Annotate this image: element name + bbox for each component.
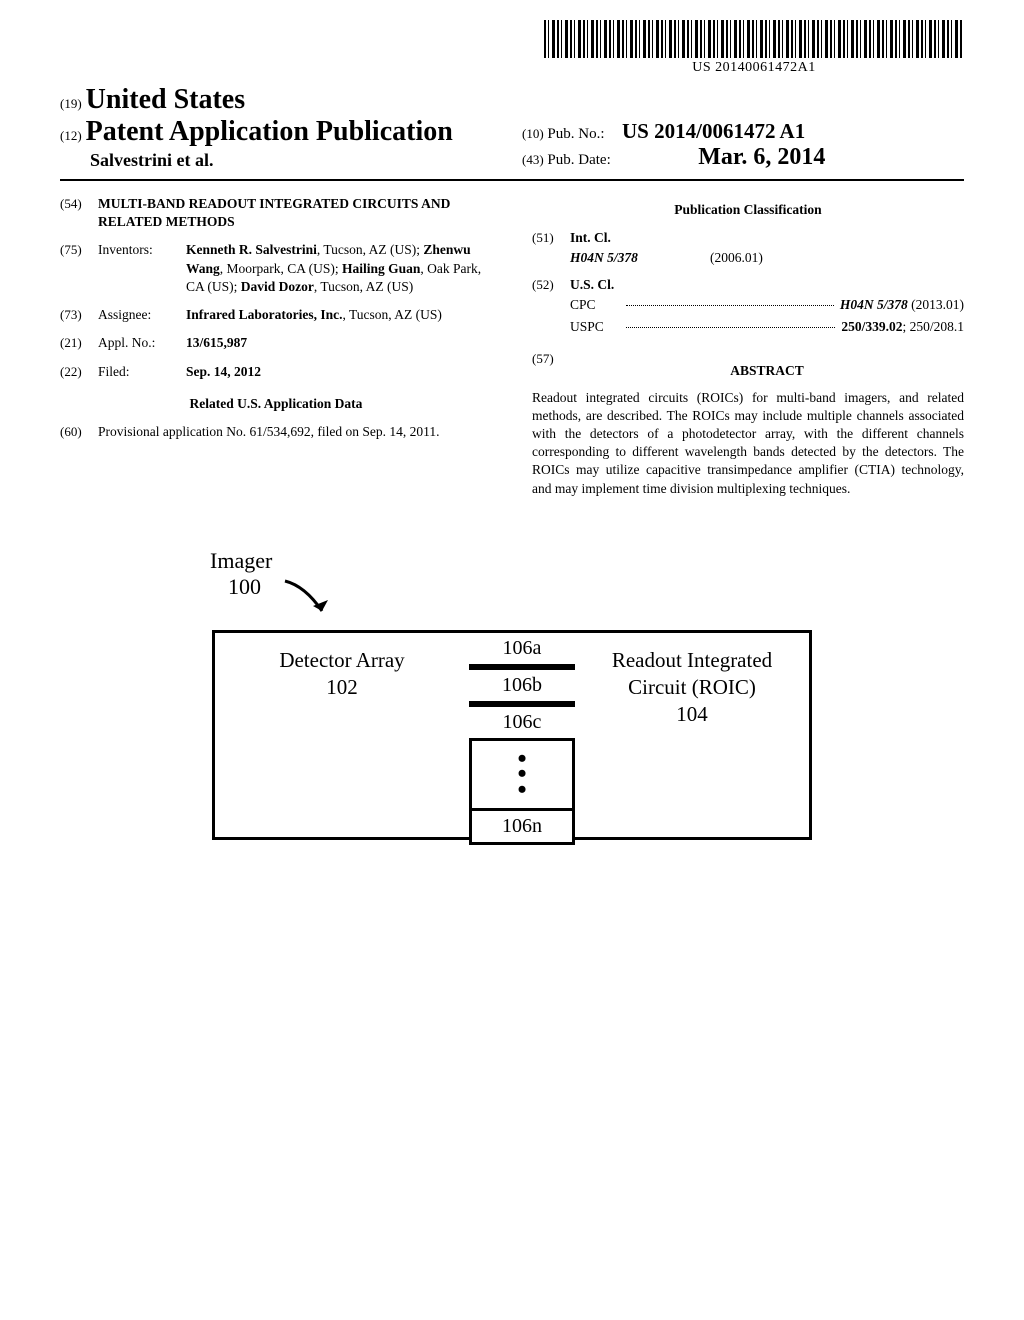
assignee-value: Infrared Laboratories, Inc., Tucson, AZ … [186,306,492,324]
classification-heading: Publication Classification [532,201,964,219]
roic-label-1: Readout Integrated [612,648,772,672]
uspc-dots [626,314,835,328]
channel-106b: 106b [469,667,575,704]
imager-num: 100 [228,574,261,599]
uspc-value: 250/339.02; 250/208.1 [841,318,964,336]
roic-label-2: Circuit (ROIC) [628,675,756,699]
ellipsis-dots: ••• [472,741,572,808]
code-73: (73) [60,306,98,324]
cpc-line: CPC H04N 5/378 (2013.01) [570,296,964,314]
pub-date-value: Mar. 6, 2014 [698,144,825,170]
inventors-value: Kenneth R. Salvestrini, Tucson, AZ (US);… [186,241,492,296]
diagram: Detector Array 102 106a 106b 106c ••• 10… [100,630,924,845]
channel-106c: 106c [469,704,575,741]
pub-no-value: US 2014/0061472 A1 [622,119,805,143]
title-row: (54) MULTI-BAND READOUT INTEGRATED CIRCU… [60,195,492,231]
figure-region: Imager 100 Detector Array 102 106a 106b … [60,548,964,845]
imager-text: Imager [210,548,272,573]
assignee-loc: , Tucson, AZ (US) [343,307,442,322]
code-22: (22) [60,363,98,381]
inventors-label: Inventors: [98,241,186,296]
inventor-loc-1: , Moorpark, CA (US); [220,261,342,276]
detector-num: 102 [326,675,358,699]
uspc-line: USPC 250/339.02; 250/208.1 [570,318,964,336]
detector-array-block: Detector Array 102 [212,630,472,840]
intcl-row: (51) Int. Cl. [532,229,964,247]
cpc-dots [626,292,834,306]
inventor-name-3: David Dozor [241,279,314,294]
inventor-loc-3: , Tucson, AZ (US) [314,279,413,294]
uscl-label: U.S. Cl. [570,276,614,294]
authors-line: Salvestrini et al. [60,150,502,171]
barcode-lines [544,20,964,58]
left-column: (54) MULTI-BAND READOUT INTEGRATED CIRCU… [60,195,492,498]
title-value: MULTI-BAND READOUT INTEGRATED CIRCUITS A… [98,195,492,231]
channel-column: 106a 106b 106c ••• 106n [472,630,572,845]
header-left: (19) United States (12) Patent Applicati… [60,84,502,171]
filed-value: Sep. 14, 2012 [186,363,492,381]
related-heading: Related U.S. Application Data [60,395,492,413]
detector-label: Detector Array [279,648,404,672]
code-21: (21) [60,334,98,352]
code-54: (54) [60,195,98,231]
code-12: (12) [60,128,82,143]
assignee-row: (73) Assignee: Infrared Laboratories, In… [60,306,492,324]
pub-date-label: Pub. Date: [547,152,610,168]
barcode-region: US 20140061472A1 [60,20,964,76]
code-75: (75) [60,241,98,296]
filed-row: (22) Filed: Sep. 14, 2012 [60,363,492,381]
header-divider [60,179,964,181]
roic-num: 104 [676,702,708,726]
code-52: (52) [532,276,570,294]
abstract-heading: ABSTRACT [570,362,964,380]
cpc-label: CPC [570,296,620,314]
barcode-text: US 20140061472A1 [544,60,964,76]
pub-no-label: Pub. No.: [547,126,604,142]
applno-label: Appl. No.: [98,334,186,352]
intcl-label: Int. Cl. [570,229,611,247]
inventor-loc-0: , Tucson, AZ (US); [317,242,424,257]
inventors-row: (75) Inventors: Kenneth R. Salvestrini, … [60,241,492,296]
columns: (54) MULTI-BAND READOUT INTEGRATED CIRCU… [60,195,964,498]
provisional-text: Provisional application No. 61/534,692, … [98,423,492,441]
header-row: (19) United States (12) Patent Applicati… [60,84,964,171]
intcl-value-row: H04N 5/378 (2006.01) [570,249,964,267]
imager-label: Imager 100 [210,548,924,600]
roic-block: Readout Integrated Circuit (ROIC) 104 [572,630,812,840]
abstract-heading-row: (57) ABSTRACT [532,350,964,388]
inventor-name-0: Kenneth R. Salvestrini [186,242,317,257]
pub-type: Patent Application Publication [86,116,453,147]
code-51: (51) [532,229,570,247]
code-60: (60) [60,423,98,441]
right-column: Publication Classification (51) Int. Cl.… [532,195,964,498]
provisional-row: (60) Provisional application No. 61/534,… [60,423,492,441]
inventor-name-2: Hailing Guan [342,261,420,276]
filed-label: Filed: [98,363,186,381]
code-43: (43) [522,152,544,167]
barcode: US 20140061472A1 [544,20,964,76]
cpc-value: H04N 5/378 (2013.01) [840,296,964,314]
assignee-name: Infrared Laboratories, Inc. [186,307,343,322]
abstract-text: Readout integrated circuits (ROICs) for … [532,389,964,498]
assignee-label: Assignee: [98,306,186,324]
intcl-class: H04N 5/378 [570,249,710,267]
country: United States [86,84,245,115]
uspc-label: USPC [570,318,620,336]
code-57: (57) [532,350,570,388]
code-19: (19) [60,96,82,111]
channel-106a: 106a [469,630,575,667]
channel-106n: 106n [469,808,575,845]
applno-row: (21) Appl. No.: 13/615,987 [60,334,492,352]
applno-value: 13/615,987 [186,334,492,352]
code-10: (10) [522,126,544,141]
header-right: (10) Pub. No.: US 2014/0061472 A1 (43) P… [502,119,964,171]
intcl-year: (2006.01) [710,249,763,267]
arrow-icon [280,576,340,626]
